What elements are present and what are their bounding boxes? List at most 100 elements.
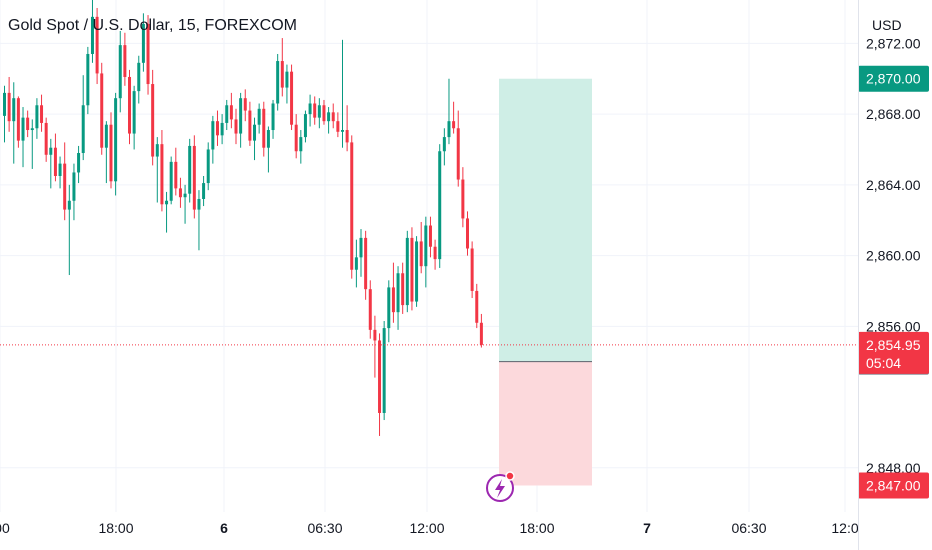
- candle-body: [95, 16, 99, 74]
- x-tick-label: 7: [643, 520, 651, 536]
- candle-body: [452, 121, 456, 129]
- x-tick-label: 12:00: [409, 520, 444, 536]
- y-tick-label: 2,860.00: [866, 248, 921, 264]
- candle-body: [396, 273, 400, 313]
- candle-body: [44, 122, 48, 155]
- candle-body: [146, 23, 150, 85]
- candle-body: [382, 328, 386, 413]
- candle-body: [447, 121, 451, 138]
- candle-body: [433, 246, 437, 260]
- candle-body: [21, 117, 25, 141]
- position-zones[interactable]: [499, 78, 592, 486]
- candle-body: [428, 225, 432, 247]
- candle-body: [285, 71, 289, 88]
- candle-body: [378, 340, 382, 413]
- candle-body: [141, 23, 145, 63]
- candle-body: [58, 163, 62, 176]
- candle-body: [104, 124, 108, 148]
- candle-body: [151, 84, 155, 157]
- candle-body: [276, 61, 280, 104]
- candle-body: [72, 172, 76, 201]
- y-tick-label: 2,864.00: [866, 177, 921, 193]
- candle-body: [188, 145, 192, 194]
- candle-body: [419, 241, 423, 267]
- candle-body: [257, 108, 261, 125]
- candle-body: [211, 121, 215, 150]
- target-price-badge-bg: [858, 65, 929, 92]
- candle-body: [3, 92, 6, 116]
- overlays: [0, 344, 858, 502]
- candle-body: [266, 130, 270, 148]
- stop-price-badge-bg: [858, 472, 929, 499]
- candle-body: [345, 130, 349, 143]
- candle-body: [30, 128, 34, 131]
- x-tick-label: 06:30: [731, 520, 766, 536]
- candle-body: [391, 287, 395, 313]
- candle-body: [114, 98, 118, 182]
- candle-body: [12, 98, 16, 122]
- candle-body: [26, 117, 30, 131]
- candle-body: [183, 193, 187, 198]
- candle-body: [401, 273, 405, 306]
- candle-body: [290, 71, 294, 125]
- candle-body: [322, 105, 326, 122]
- candle-body: [53, 147, 57, 176]
- y-tick-label: 2,856.00: [866, 318, 921, 334]
- candle-body: [192, 145, 196, 210]
- candle-body: [308, 103, 312, 115]
- candle-body: [40, 105, 44, 123]
- flash-bolt: [495, 479, 505, 498]
- candle-body: [327, 112, 331, 122]
- candle-body: [405, 237, 409, 306]
- candle-body: [118, 45, 122, 99]
- candle-body: [81, 105, 85, 154]
- flash-alert-icon[interactable]: [486, 471, 515, 502]
- stop-price-badge-text: 2,847.00: [866, 477, 921, 493]
- candle-body: [438, 151, 442, 260]
- candle-body: [225, 105, 229, 123]
- currency-label[interactable]: USD: [872, 17, 902, 33]
- candle-body: [155, 144, 159, 157]
- candle-body: [202, 183, 206, 199]
- loss-zone[interactable]: [499, 361, 592, 486]
- candle-body: [368, 289, 372, 330]
- grid: [0, 0, 858, 512]
- candle-body: [77, 153, 81, 173]
- candle-body: [373, 329, 377, 341]
- candle-body: [132, 91, 136, 134]
- candle-body: [253, 124, 257, 141]
- candle-body: [461, 179, 465, 219]
- candle-body: [128, 76, 132, 134]
- price-scale[interactable]: 2,872.00 2,868.00 2,864.00 2,860.00 2,856.00…: [866, 35, 921, 475]
- time-scale[interactable]: :00 18:00 6 06:30 12:00 18:00 7 06:30 12:0: [0, 520, 859, 536]
- candle-body: [137, 62, 141, 92]
- candle-body: [35, 105, 39, 129]
- candle-body: [442, 137, 446, 152]
- candle-body: [178, 188, 182, 198]
- candle-body: [456, 128, 460, 180]
- candle-body: [313, 103, 317, 118]
- candle-body: [280, 61, 284, 88]
- last-price-badge-text: 2,854.95: [866, 337, 921, 353]
- profit-zone[interactable]: [499, 78, 592, 362]
- y-tick-label: 2,872.00: [866, 35, 921, 51]
- x-tick-label: 06:30: [307, 520, 342, 536]
- candle-body: [340, 130, 344, 132]
- candle-body: [479, 322, 483, 345]
- candle-body: [248, 110, 252, 141]
- candle-body: [466, 218, 469, 249]
- candle-body: [424, 225, 428, 267]
- last-price-badge-bg: [858, 331, 929, 374]
- candle-body: [197, 198, 201, 210]
- candle-body: [354, 257, 358, 270]
- scale-divider: [858, 0, 859, 550]
- candle-body: [109, 124, 113, 182]
- candle-body: [415, 241, 419, 302]
- x-tick-label: 6: [220, 520, 228, 536]
- candle-body: [271, 103, 275, 131]
- candle-body: [160, 144, 164, 205]
- candle-body: [206, 149, 210, 184]
